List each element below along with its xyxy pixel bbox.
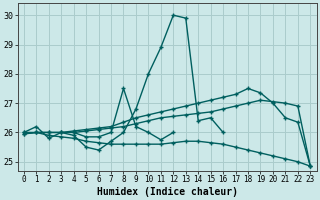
X-axis label: Humidex (Indice chaleur): Humidex (Indice chaleur) [97, 186, 237, 197]
